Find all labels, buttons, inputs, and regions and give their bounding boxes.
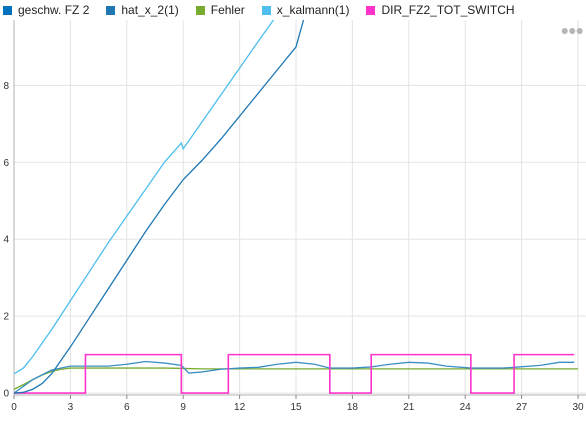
x-tick-label: 18 <box>347 402 359 413</box>
y-tick-label: 8 <box>3 81 9 92</box>
legend-swatch <box>3 5 12 15</box>
series-line <box>14 20 274 375</box>
legend-swatch <box>366 5 376 15</box>
x-tick-label: 15 <box>290 402 302 413</box>
x-tick-label: 6 <box>124 402 130 413</box>
legend-swatch <box>261 5 271 15</box>
x-tick-label: 0 <box>11 402 17 413</box>
x-tick-label: 3 <box>68 402 74 413</box>
x-tick-label: 30 <box>572 402 584 413</box>
legend-swatch <box>195 5 205 15</box>
legend-label: hat_x_2(1) <box>121 3 179 17</box>
legend-label: x_kalmann(1) <box>276 3 350 17</box>
x-tick-label: 24 <box>460 402 472 413</box>
y-tick-label: 2 <box>3 312 9 323</box>
series-line <box>14 20 305 394</box>
series-line <box>14 353 575 394</box>
legend-item[interactable]: geschw. FZ 2 <box>0 3 89 17</box>
legend-item[interactable]: x_kalmann(1) <box>259 3 350 17</box>
legend-item[interactable]: hat_x_2(1) <box>103 3 179 17</box>
x-tick-label: 9 <box>180 402 186 413</box>
y-tick-label: 4 <box>3 235 9 246</box>
x-tick-label: 12 <box>234 402 246 413</box>
x-tick-label: 21 <box>403 402 415 413</box>
y-tick-label: 0 <box>3 389 9 400</box>
legend-label: DIR_FZ2_TOT_SWITCH <box>381 3 515 17</box>
legend: geschw. FZ 2 hat_x_2(1) Fehler x_kalmann… <box>0 0 586 20</box>
series-line <box>14 360 575 394</box>
legend-label: geschw. FZ 2 <box>18 3 90 17</box>
legend-item[interactable]: DIR_FZ2_TOT_SWITCH <box>363 3 515 17</box>
legend-item[interactable]: Fehler <box>193 3 245 17</box>
more-options-icon[interactable]: ●●● <box>560 22 584 38</box>
series-line <box>14 367 578 390</box>
legend-label: Fehler <box>210 3 245 17</box>
legend-swatch <box>106 5 116 15</box>
x-tick-label: 27 <box>516 402 528 413</box>
y-tick-label: 6 <box>3 158 9 169</box>
